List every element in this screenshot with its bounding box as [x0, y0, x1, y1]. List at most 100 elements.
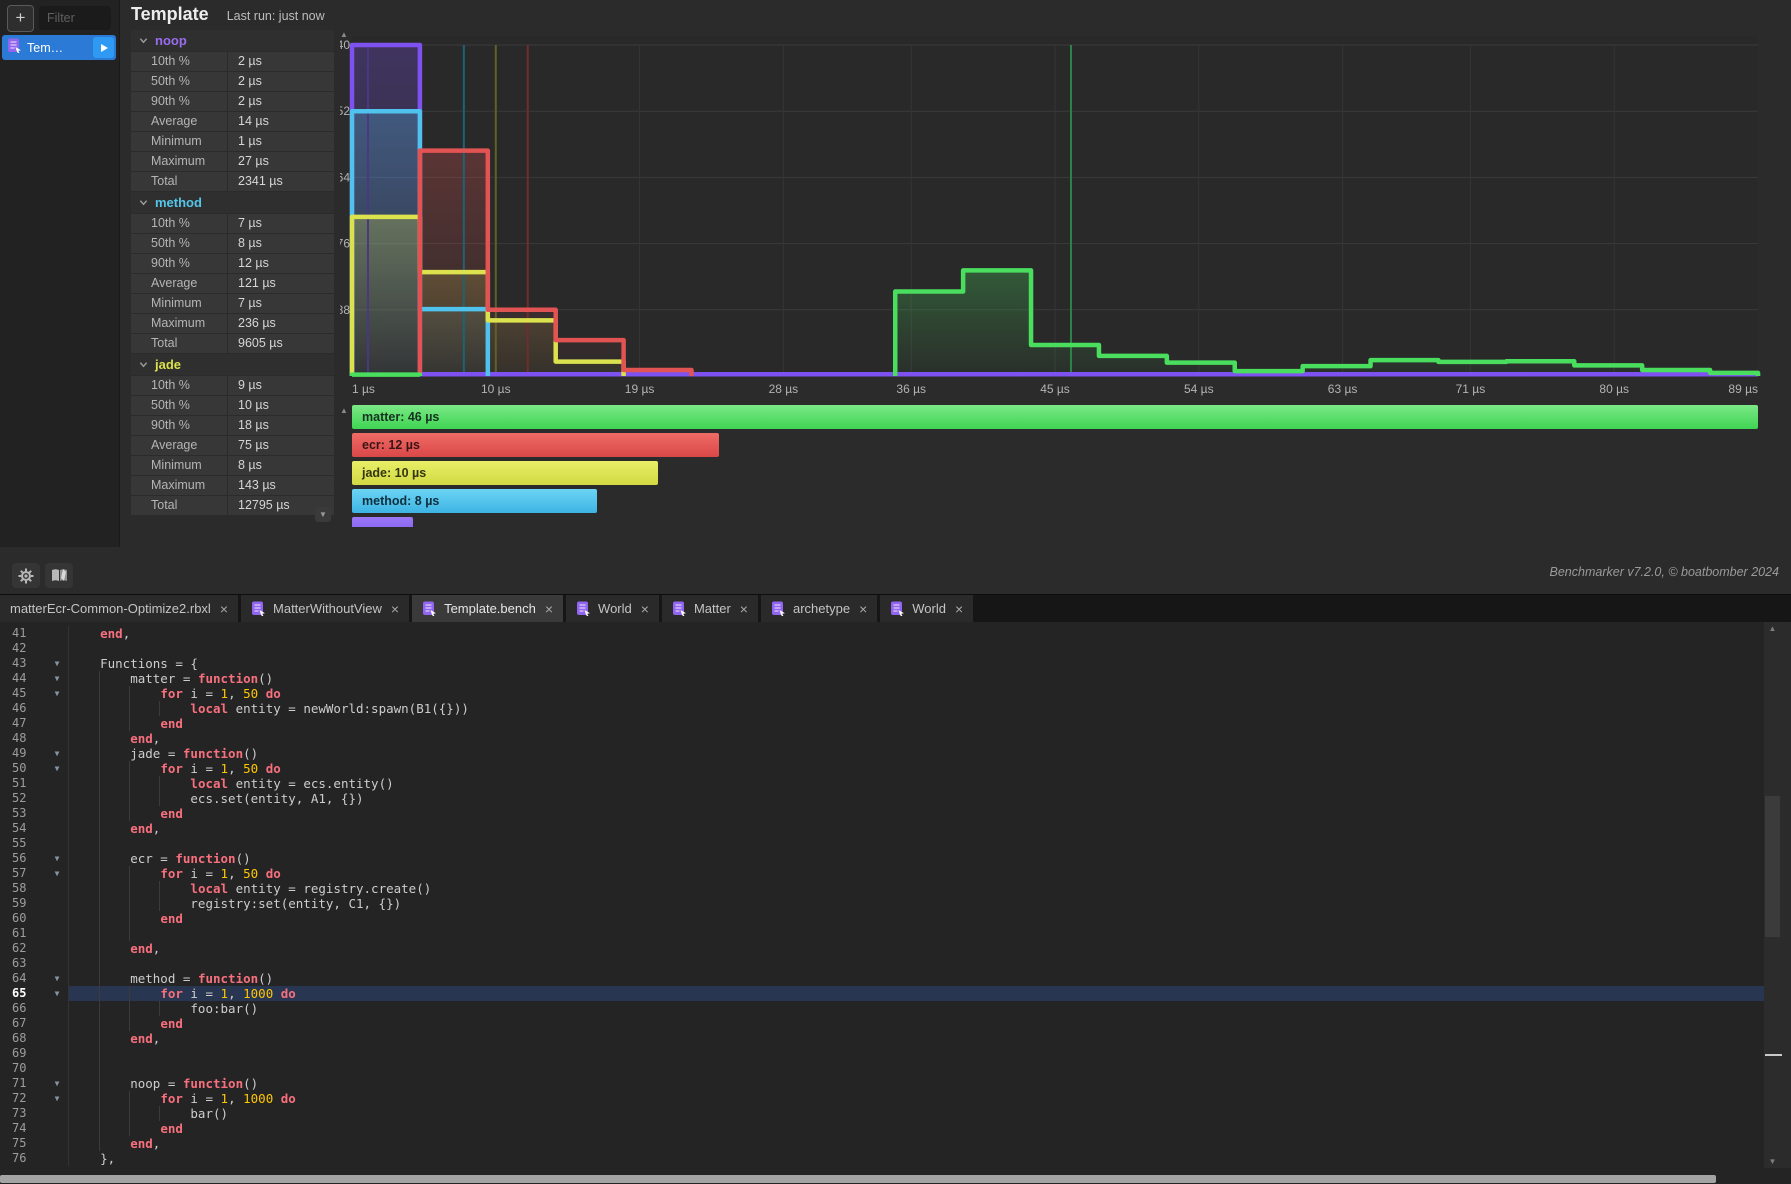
code-text[interactable]: for i = 1, 50 do: [160, 761, 281, 776]
fold-arrow-icon[interactable]: ▼: [54, 674, 60, 683]
code-text[interactable]: [70, 926, 1764, 941]
indent-guide: [129, 761, 131, 776]
add-benchmark-button[interactable]: +: [7, 5, 34, 32]
fold-arrow-icon[interactable]: ▼: [54, 749, 60, 758]
fold-arrow-icon: [46, 1151, 68, 1166]
hscrollbar-thumb[interactable]: [0, 1175, 1716, 1183]
fold-arrow-icon[interactable]: ▼: [54, 689, 60, 698]
code-text[interactable]: [70, 1046, 1764, 1061]
fold-arrow-icon[interactable]: ▼: [54, 989, 60, 998]
docs-button[interactable]: [45, 563, 73, 588]
fold-arrow-icon[interactable]: ▼: [54, 869, 60, 878]
fold-arrow-icon[interactable]: ▼: [54, 854, 60, 863]
settings-button[interactable]: [12, 563, 40, 588]
tab-close-icon[interactable]: ×: [859, 600, 868, 617]
code-text[interactable]: end,: [130, 821, 161, 836]
code-text[interactable]: end,: [130, 941, 161, 956]
code-text[interactable]: end: [160, 1121, 183, 1136]
code-text[interactable]: noop = function(): [70, 1076, 259, 1091]
code-text[interactable]: ecs.set(entity, A1, {}): [70, 791, 364, 806]
stat-value: 12795 µs: [228, 496, 334, 515]
legend-bar-method[interactable]: method: 8 µs: [352, 489, 597, 513]
indent-guide: [99, 926, 101, 941]
tab-close-icon[interactable]: ×: [219, 600, 229, 617]
stats-scroll-down-button[interactable]: ▼: [315, 507, 331, 522]
code-text[interactable]: local entity = ecs.entity(): [190, 776, 394, 791]
code-text[interactable]: end: [160, 806, 183, 821]
code-text[interactable]: [70, 956, 1764, 971]
fold-arrow-icon[interactable]: ▼: [54, 1079, 60, 1088]
tab-archetype[interactable]: archetype ×: [760, 595, 878, 622]
run-benchmark-button[interactable]: [93, 37, 114, 58]
code-text[interactable]: for i = 1, 1000 do: [160, 986, 296, 1001]
code-text[interactable]: local entity = registry.create(): [190, 881, 432, 896]
legend-scroll-up-icon[interactable]: ▲: [340, 406, 348, 415]
fold-arrow-icon[interactable]: ▼: [54, 1094, 60, 1103]
legend-bar-jade[interactable]: jade: 10 µs: [352, 461, 658, 485]
stat-value: 9605 µs: [228, 334, 334, 353]
scrollbar-thumb[interactable]: [1765, 796, 1782, 1056]
stats-panel: noop 10th % 2 µs 50th % 2 µs 90th % 2 µs Averag…: [131, 30, 334, 527]
stats-section-header-method[interactable]: method: [131, 192, 334, 213]
tab-matterecr-common-optimize2-rbxl[interactable]: matterEcr-Common-Optimize2.rbxl ×: [0, 595, 239, 622]
chart-scroll-up-icon[interactable]: ▲: [340, 30, 348, 39]
tab-template-bench[interactable]: Template.bench ×: [412, 595, 564, 622]
code-text[interactable]: end: [160, 716, 183, 731]
code-text[interactable]: end,: [130, 1136, 161, 1151]
chevron-down-icon: [139, 200, 148, 206]
benchmark-list-item-template[interactable]: Tem…: [2, 35, 116, 60]
code-text[interactable]: matter = function(): [70, 671, 274, 686]
code-text[interactable]: bar(): [70, 1106, 229, 1121]
code-text[interactable]: end,: [100, 626, 131, 641]
code-text[interactable]: [70, 641, 1764, 656]
fold-arrow-icon[interactable]: ▼: [54, 659, 60, 668]
code-text[interactable]: jade = function(): [70, 746, 259, 761]
indent-guide: [99, 1016, 101, 1031]
stat-value: 2 µs: [228, 52, 334, 71]
code-text[interactable]: end: [160, 1016, 183, 1031]
tab-close-icon[interactable]: ×: [954, 600, 964, 617]
stats-section-name: method: [155, 195, 202, 210]
tab-close-icon[interactable]: ×: [390, 600, 400, 617]
editor-horizontal-scrollbar[interactable]: [0, 1168, 1791, 1184]
code-text[interactable]: end: [160, 911, 183, 926]
fold-arrow-icon[interactable]: ▼: [54, 764, 60, 773]
code-text[interactable]: local entity = newWorld:spawn(B1({})): [190, 701, 469, 716]
code-text[interactable]: foo:bar(): [70, 1001, 259, 1016]
tab-close-icon[interactable]: ×: [544, 600, 554, 617]
tab-close-icon[interactable]: ×: [640, 600, 649, 617]
code-text[interactable]: [70, 836, 1764, 851]
code-text[interactable]: end,: [130, 1031, 161, 1046]
code-text[interactable]: },: [70, 1151, 116, 1166]
code-text[interactable]: for i = 1, 50 do: [160, 866, 281, 881]
indent-guide: [129, 1106, 131, 1121]
code-text[interactable]: end,: [130, 731, 161, 746]
code-text[interactable]: method = function(): [70, 971, 274, 986]
code-text[interactable]: Functions = {: [70, 656, 198, 671]
tab-matterwithoutview[interactable]: MatterWithoutView ×: [241, 595, 410, 622]
stat-label: 50th %: [131, 396, 227, 415]
stats-section-header-noop[interactable]: noop: [131, 30, 334, 51]
stats-section-header-jade[interactable]: jade: [131, 354, 334, 375]
tab-world[interactable]: World ×: [880, 595, 974, 622]
code-text[interactable]: for i = 1, 1000 do: [160, 1091, 296, 1106]
editor-vertical-scrollbar[interactable]: ▲ ▼: [1764, 622, 1782, 1168]
fold-arrow-icon[interactable]: ▼: [54, 974, 60, 983]
tab-close-icon[interactable]: ×: [739, 600, 748, 617]
scroll-down-icon[interactable]: ▼: [1768, 1157, 1777, 1166]
scroll-up-icon[interactable]: ▲: [1768, 624, 1777, 633]
code-text[interactable]: for i = 1, 50 do: [160, 686, 281, 701]
code-text[interactable]: [70, 1061, 1764, 1076]
stat-value: 1 µs: [228, 132, 334, 151]
legend-bar-matter[interactable]: matter: 46 µs: [352, 405, 1758, 429]
code-text[interactable]: registry:set(entity, C1, {}): [70, 896, 402, 911]
script-icon: [8, 38, 21, 53]
indent-guide: [129, 776, 131, 791]
code-text[interactable]: ecr = function(): [70, 851, 251, 866]
tab-world[interactable]: World ×: [566, 595, 659, 622]
script-editor[interactable]: 41 end, 42 43 ▼ Functions = {44 ▼ matter = …: [0, 622, 1764, 1168]
tab-matter[interactable]: Matter ×: [661, 595, 758, 622]
filter-input[interactable]: [39, 6, 111, 30]
legend-bar-noop[interactable]: [352, 517, 414, 527]
legend-bar-ecr[interactable]: ecr: 12 µs: [352, 433, 719, 457]
